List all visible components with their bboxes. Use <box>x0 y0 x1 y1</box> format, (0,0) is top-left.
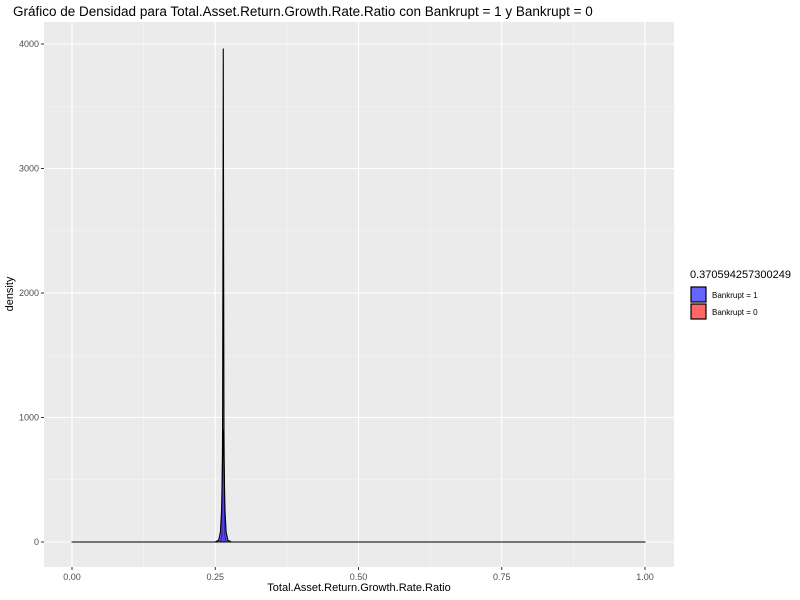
x-tick-label: 0.00 <box>63 572 81 582</box>
chart-title: Gráfico de Densidad para Total.Asset.Ret… <box>13 4 593 19</box>
legend-items: Bankrupt = 1 Bankrupt = 0 <box>690 286 758 320</box>
y-tick-label: 2000 <box>19 288 39 298</box>
x-axis-ticks: 0.00 0.25 0.50 0.75 1.00 <box>63 567 654 582</box>
legend-key-bankrupt-0 <box>690 303 707 320</box>
legend-label: Bankrupt = 0 <box>712 308 758 317</box>
y-tick-label: 4000 <box>19 39 39 49</box>
series-layer <box>71 48 646 543</box>
x-tick-label: 0.75 <box>493 572 511 582</box>
x-tick-label: 0.50 <box>350 572 368 582</box>
legend-label: Bankrupt = 1 <box>712 291 758 300</box>
x-tick-label: 0.25 <box>206 572 224 582</box>
y-tick-label: 3000 <box>19 164 39 174</box>
density-area-bankrupt-1 <box>71 429 646 543</box>
y-axis-ticks: 0 1000 2000 3000 4000 <box>19 39 44 547</box>
y-tick-label: 1000 <box>19 413 39 423</box>
legend-title: 0.370594257300249 <box>690 269 791 281</box>
y-axis-title: density <box>4 276 16 311</box>
x-tick-label: 1.00 <box>636 572 654 582</box>
y-tick-label: 0 <box>34 537 39 547</box>
legend-key-bankrupt-1 <box>690 286 707 303</box>
x-axis-title: Total.Asset.Return.Growth.Rate.Ratio <box>267 582 450 594</box>
